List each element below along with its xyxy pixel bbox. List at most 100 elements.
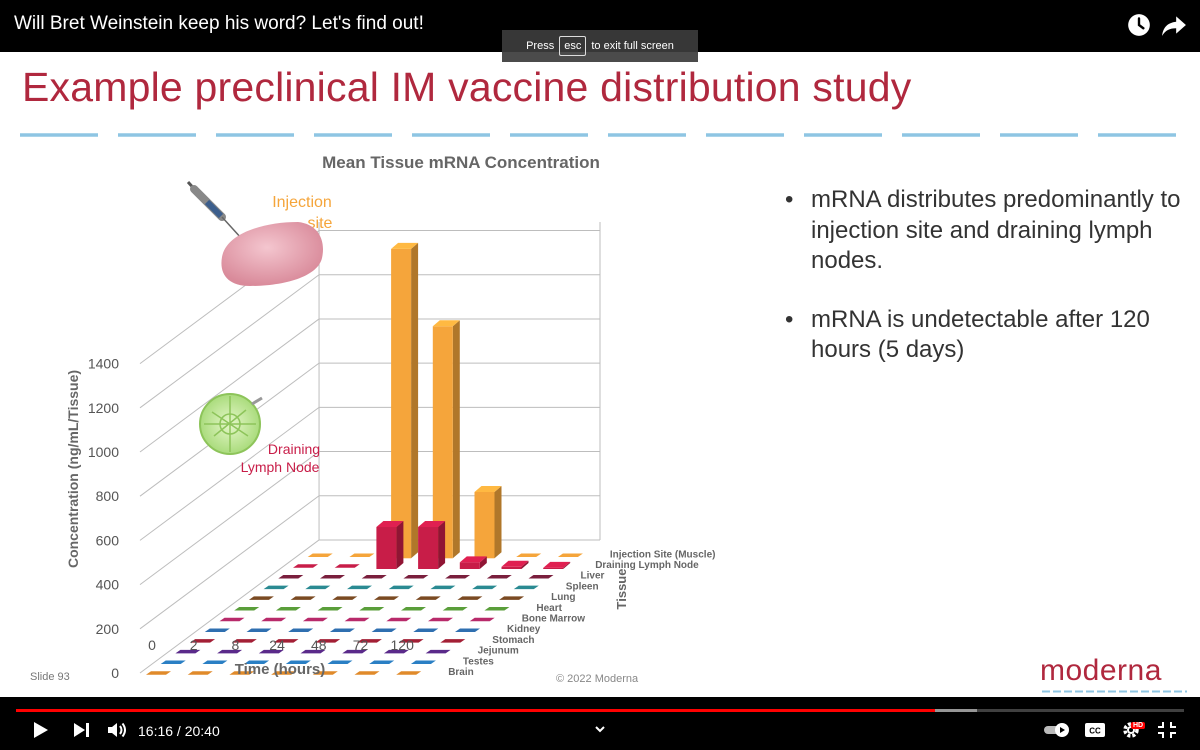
series-label: Kidney	[507, 624, 541, 635]
base-tile	[415, 596, 441, 600]
bar-front-face	[391, 248, 412, 559]
series-label: Bone Marrow	[522, 614, 586, 625]
chart-bar	[432, 320, 460, 559]
player-controls: 16:16 / 20:40 CC HD	[0, 697, 1200, 750]
base-tile	[356, 639, 382, 643]
x-tick-label: 72	[353, 637, 369, 653]
base-tile	[332, 596, 358, 600]
lymph-node-icon	[199, 393, 263, 455]
base-tile	[261, 617, 287, 622]
series-label: Testes	[463, 656, 494, 667]
chart-diagonal-gridline	[139, 406, 320, 541]
chart-title: Mean Tissue mRNA Concentration	[322, 153, 600, 172]
annotation-injection-site: site	[308, 215, 333, 232]
chart-bar	[543, 561, 571, 569]
base-tile	[442, 607, 468, 611]
base-tile	[273, 639, 299, 643]
hd-badge: HD	[1131, 722, 1146, 729]
base-tile	[231, 639, 257, 643]
base-tile	[302, 617, 328, 622]
chart-diagonal-gridline	[139, 451, 320, 586]
base-tile	[445, 574, 471, 579]
captions-icon[interactable]: CC	[1083, 719, 1107, 741]
series-label: Spleen	[566, 581, 599, 592]
bar-side-face	[494, 486, 502, 559]
base-tile	[425, 649, 451, 654]
next-icon[interactable]	[69, 719, 93, 741]
series-label: Injection Site (Muscle)	[610, 549, 716, 560]
base-tile	[386, 617, 412, 622]
base-tile	[398, 639, 424, 643]
y-tick-label: 1400	[88, 356, 119, 372]
video-title[interactable]: Will Bret Weinstein keep his word? Let's…	[14, 13, 424, 34]
base-tile	[327, 660, 353, 665]
base-tile	[187, 671, 213, 675]
bar-top-face	[543, 561, 571, 568]
base-tile	[469, 617, 495, 622]
presentation-slide[interactable]: Example preclinical IM vaccine distribut…	[0, 52, 1200, 697]
series-label: Lung	[551, 592, 575, 603]
chart-bar	[376, 521, 404, 569]
chart-labels: 0 200 400 600 800 1000 1200 1400 0 2 8 24 48 72 120 Inj…	[65, 153, 715, 681]
base-tile	[244, 660, 270, 665]
esc-hint-press: Press	[526, 40, 555, 52]
slide-bullets: mRNA distributes predominantly to inject…	[783, 185, 1183, 394]
bar-side-face	[411, 242, 419, 559]
bar-top-face	[376, 521, 404, 528]
base-tile	[329, 628, 355, 632]
base-tile	[347, 585, 372, 590]
watch-later-icon[interactable]	[1126, 12, 1152, 38]
base-tile	[271, 671, 297, 675]
bar-top-face	[432, 320, 460, 327]
base-tile	[457, 596, 483, 600]
x-tick-label: 8	[232, 637, 240, 653]
share-icon[interactable]	[1161, 12, 1187, 38]
bar-top-face	[391, 242, 419, 249]
y-axis-label: Concentration (ng/mL/Tissue)	[65, 370, 81, 568]
x-tick-label: 24	[269, 637, 285, 653]
base-tile	[430, 585, 456, 590]
base-tile	[146, 671, 171, 675]
base-tile	[344, 617, 370, 622]
play-icon[interactable]	[28, 719, 52, 741]
slide-title: Example preclinical IM vaccine distribut…	[22, 64, 912, 110]
base-tile	[369, 660, 395, 665]
bar-side-face	[479, 556, 487, 569]
progress-bar[interactable]	[16, 709, 1184, 712]
bar-top-face	[501, 560, 529, 567]
chart-diagonal-gridline	[139, 318, 320, 453]
y-tick-label: 400	[96, 577, 120, 593]
bar-side-face	[452, 320, 460, 559]
base-tile	[516, 553, 542, 558]
logo-underline	[1042, 690, 1187, 693]
base-tile	[263, 585, 289, 590]
volume-icon[interactable]	[105, 719, 129, 741]
base-tile	[342, 649, 368, 654]
base-tile	[288, 628, 314, 632]
moderna-logo: moderna	[1040, 654, 1162, 687]
chevron-down-icon[interactable]	[588, 719, 612, 741]
base-tile	[217, 649, 243, 654]
copyright-notice: © 2022 Moderna	[556, 673, 639, 685]
base-tile	[234, 607, 260, 611]
base-tile	[371, 628, 397, 632]
base-tile	[528, 574, 554, 579]
base-tile	[160, 660, 186, 665]
base-tile	[428, 617, 453, 622]
chart-base	[146, 553, 583, 675]
base-tile	[312, 671, 338, 675]
bar-front-face	[501, 566, 522, 569]
y-tick-label: 600	[96, 532, 120, 548]
tissue-concentration-chart: 0 200 400 600 800 1000 1200 1400 0 2 8 24 48 72 120 Inj…	[65, 153, 715, 681]
base-tile	[202, 660, 228, 665]
exit-fullscreen-icon[interactable]	[1155, 719, 1179, 741]
autoplay-toggle[interactable]	[1042, 719, 1074, 741]
base-tile	[388, 585, 414, 590]
x-tick-label: 120	[391, 637, 415, 653]
base-tile	[204, 628, 230, 632]
chart-diagonal-gridline	[139, 274, 320, 409]
base-tile	[359, 607, 385, 611]
base-tile	[499, 596, 525, 600]
x-tick-label: 0	[148, 637, 156, 653]
base-tile	[413, 628, 439, 632]
